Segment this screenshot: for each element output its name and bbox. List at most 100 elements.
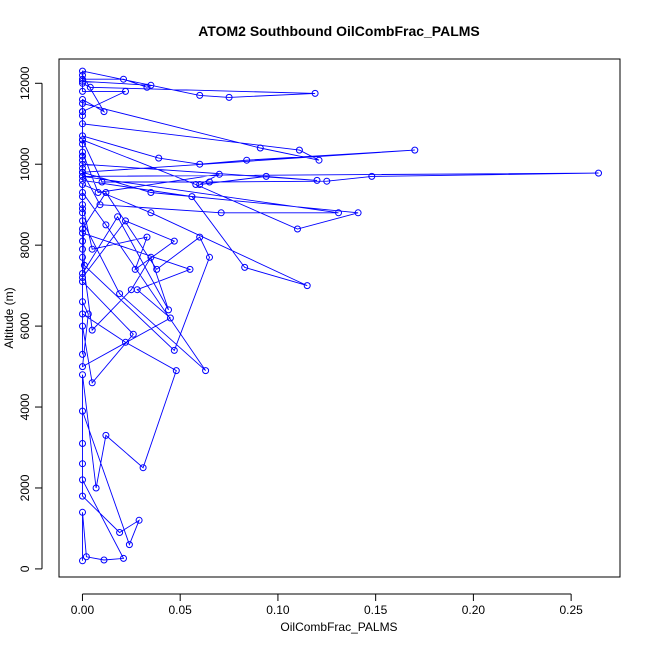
plot-frame <box>58 58 621 578</box>
data-point <box>79 160 86 168</box>
y-tick-label: 12000 <box>18 66 32 100</box>
data-point <box>80 261 88 269</box>
data-point <box>102 221 110 229</box>
y-tick-label: 4000 <box>18 393 32 420</box>
data-point <box>79 112 86 120</box>
data-point <box>79 108 86 116</box>
data-point <box>217 209 225 217</box>
data-point <box>79 322 86 330</box>
data-point <box>79 253 86 261</box>
data-point <box>122 217 129 225</box>
data-point <box>114 213 122 221</box>
x-axis: 0.00 0.05 0.10 0.15 0.20 0.25 <box>71 593 583 617</box>
data-point <box>315 156 323 164</box>
data-point <box>323 177 331 185</box>
data-point <box>354 209 362 217</box>
data-point <box>335 209 342 217</box>
data-point <box>116 290 124 298</box>
data-point <box>122 338 129 346</box>
data-point <box>79 181 86 188</box>
data-point <box>94 189 102 196</box>
data-point <box>79 225 86 233</box>
data-point <box>192 181 200 188</box>
data-point <box>170 346 178 354</box>
data-point <box>188 193 196 201</box>
data-point <box>147 189 155 196</box>
data-point <box>79 96 86 103</box>
data-point <box>79 460 86 468</box>
data-point <box>79 371 86 379</box>
data-point <box>79 278 86 286</box>
data-point <box>79 67 86 75</box>
data-point <box>79 168 86 176</box>
data-point <box>82 553 90 561</box>
x-tick-label: 0.20 <box>462 603 486 617</box>
data-point <box>79 298 86 306</box>
data-point <box>102 189 110 196</box>
data-point <box>98 178 106 186</box>
data-point <box>79 274 86 281</box>
y-tick-label: 6000 <box>18 312 32 339</box>
data-point <box>120 554 127 562</box>
data-point <box>79 77 86 85</box>
series-layer <box>79 67 602 565</box>
data-point <box>196 91 204 99</box>
data-point <box>172 367 180 375</box>
data-point <box>79 164 86 172</box>
data-point <box>79 508 86 516</box>
y-tick-label: 0 <box>18 565 32 572</box>
data-point <box>86 83 94 91</box>
data-point <box>79 189 86 196</box>
data-point <box>79 140 86 148</box>
data-point <box>79 270 86 277</box>
data-point <box>143 83 151 91</box>
data-point <box>79 120 86 128</box>
data-point <box>79 172 86 180</box>
data-point <box>88 379 96 387</box>
data-point <box>262 172 270 180</box>
x-tick-label: 0.10 <box>266 603 290 617</box>
data-point <box>79 75 86 83</box>
data-point <box>133 286 141 294</box>
data-point <box>79 407 86 415</box>
data-point <box>79 201 86 209</box>
data-point <box>79 176 86 184</box>
x-tick-label: 0.00 <box>71 603 95 617</box>
data-point <box>202 367 210 375</box>
x-tick-label: 0.05 <box>169 603 193 617</box>
data-point <box>170 237 178 245</box>
data-point <box>295 146 303 154</box>
data-point <box>88 245 96 253</box>
y-axis-label: Altitude (m) <box>2 287 16 348</box>
data-point <box>155 154 163 162</box>
data-point <box>79 245 86 253</box>
data-point <box>79 100 86 107</box>
x-tick-label: 0.15 <box>364 603 388 617</box>
data-point <box>79 156 86 164</box>
data-point <box>135 516 143 524</box>
y-tick-label: 10000 <box>18 147 32 181</box>
data-point <box>79 148 86 156</box>
data-point <box>79 476 86 484</box>
data-point <box>243 156 251 164</box>
data-point <box>196 233 204 241</box>
data-point <box>79 209 86 217</box>
data-point <box>147 209 155 217</box>
data-point <box>147 81 155 89</box>
data-point <box>139 464 147 472</box>
data-point <box>100 556 108 564</box>
data-point <box>311 89 319 97</box>
data-point <box>102 431 110 439</box>
data-point <box>131 265 139 273</box>
data-point <box>79 440 86 447</box>
data-point <box>129 330 137 338</box>
x-tick-label: 0.25 <box>559 603 583 617</box>
data-point <box>196 160 204 168</box>
data-point <box>92 484 100 492</box>
data-point <box>166 314 174 322</box>
data-point <box>411 146 419 154</box>
data-point <box>294 225 301 233</box>
data-point <box>147 253 155 261</box>
data-point <box>79 193 86 201</box>
